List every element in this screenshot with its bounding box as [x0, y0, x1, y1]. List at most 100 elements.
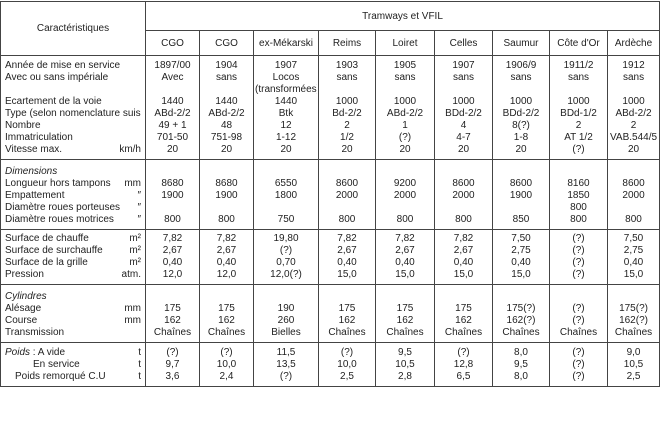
value: 7,50	[511, 233, 531, 244]
value: 1-12	[275, 132, 296, 143]
value	[201, 202, 252, 214]
spacer	[255, 166, 317, 178]
value: 162	[338, 315, 356, 326]
label-cell: m² Surface de chauffe m² Surface de surchau…	[0, 229, 146, 285]
value: 15,0	[623, 269, 644, 280]
label: Année de mise en service	[5, 60, 121, 71]
value: (?)	[572, 371, 585, 382]
column-header: Reims	[318, 30, 376, 56]
value: 1000	[509, 96, 533, 107]
value: Chaînes	[502, 327, 540, 338]
value-cell: 1906/9 sans 1000 BDd-2/2 8(?) 1-8 20	[492, 55, 550, 160]
spacer	[377, 291, 433, 303]
value	[609, 84, 658, 96]
value: 175	[338, 303, 356, 314]
value: 12	[280, 120, 292, 131]
value	[147, 202, 198, 214]
value-cell: 1911/2 sans 1000 BDd-1/2 2 AT 1/2 (?)	[549, 55, 608, 160]
value: 20	[627, 144, 640, 155]
value: 1000	[335, 96, 359, 107]
value-cell: 1912 sans 1000 ABd-2/2 2 VAB.544/5 20	[606, 55, 660, 160]
value: 1/2	[340, 132, 354, 143]
value: (?)	[279, 245, 293, 256]
value: 9,5	[398, 347, 412, 358]
section-row: Dimensions mm Longueur hors tampons ″ Empatt…	[0, 159, 660, 230]
value: Chaînes	[614, 327, 653, 338]
value-cell: 1904 sans 1440 ABd-2/2 48 751-98 20	[199, 55, 254, 160]
label: En service	[33, 359, 80, 370]
spacer	[320, 291, 374, 303]
row-label: m² Surface de chauffe	[5, 233, 141, 245]
value: Bielles	[271, 327, 301, 338]
spacer	[551, 166, 606, 178]
spacer	[320, 166, 374, 178]
row-label: ″ Diamètre roues porteuses	[5, 202, 141, 214]
column-header: Côte d'Or	[549, 30, 608, 56]
value: 8680	[161, 178, 184, 189]
value: 0,40	[162, 257, 183, 268]
value: BDd-2/2	[502, 108, 540, 119]
spacer	[147, 166, 198, 178]
value: 8,0	[514, 347, 528, 358]
row-label: m² Surface de la grille	[5, 257, 141, 269]
value: 1800	[274, 190, 298, 201]
header-row: Caractéristiques Tramways et VFIL	[0, 1, 660, 56]
value-cell: 1905 sans 1000 ABd-2/2 1 (?) 20	[375, 55, 435, 160]
row-label: mm Longueur hors tampons	[5, 178, 141, 190]
value: 2,67	[337, 245, 357, 256]
value: 1903	[335, 60, 359, 71]
value: 850	[512, 214, 530, 225]
value: 800	[164, 214, 181, 225]
value: 0,40	[511, 257, 531, 268]
column-header: Saumur	[492, 30, 550, 56]
value: 1440	[274, 96, 298, 107]
value	[609, 202, 658, 214]
spacer	[147, 291, 198, 303]
value: 800	[338, 214, 356, 225]
value: 11,5	[276, 347, 296, 358]
page: Caractéristiques Tramways et VFIL CGO CGO…	[0, 1, 660, 387]
value: 800	[570, 202, 587, 213]
value: 701-50	[156, 132, 189, 143]
value: 7,82	[216, 233, 237, 244]
value: 800	[625, 214, 642, 225]
value: 8(?)	[512, 120, 530, 131]
section-title-text: Dimensions	[5, 166, 58, 177]
value-cell: 11,5 13,5 (?)	[253, 342, 319, 387]
value: 175	[396, 303, 414, 314]
value: 8600	[622, 178, 645, 189]
label: Type (selon nomenclature suisse)	[5, 108, 141, 119]
value: 19,80	[273, 233, 299, 244]
value: 15,0	[337, 269, 357, 280]
value: 8600	[335, 178, 359, 189]
value: 7,82	[395, 233, 415, 244]
value: 12,0	[162, 269, 183, 280]
column-header: CGO	[145, 30, 200, 56]
value: BDd-1/2	[560, 108, 597, 119]
value	[494, 202, 548, 214]
value: 162	[218, 315, 235, 326]
spacer	[609, 166, 658, 178]
value-cell: (?) (?) (?)	[549, 342, 608, 387]
value: 2,75	[623, 245, 644, 256]
value	[436, 202, 491, 214]
unit: mm	[124, 303, 141, 314]
value: Btk	[278, 108, 294, 119]
row-label: t Poids remorqué C.U	[5, 371, 141, 383]
value: sans	[336, 72, 358, 83]
value: 162(?)	[619, 315, 648, 326]
row-label: Nombre	[5, 120, 141, 132]
value-cell: 8680 1900 800	[145, 159, 200, 230]
value: 800	[455, 214, 472, 225]
value: (?)	[279, 371, 293, 382]
value: BDd-2/2	[445, 108, 482, 119]
value: Bd-2/2	[332, 108, 362, 119]
value: 175(?)	[619, 303, 648, 314]
value: 1440	[161, 96, 184, 107]
value: sans	[394, 72, 416, 83]
label: Pression	[5, 269, 44, 280]
value-cell: 9200 2000 800	[375, 159, 435, 230]
label: : A vide	[32, 347, 66, 358]
value: 8600	[452, 178, 475, 189]
section-title-text: Cylindres	[5, 291, 47, 302]
